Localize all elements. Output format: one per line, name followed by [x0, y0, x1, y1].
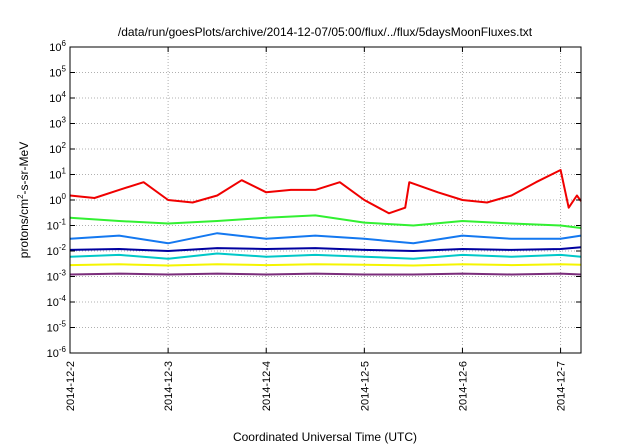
series-line-7: [69, 169, 582, 215]
x-tick-label: 2014-12-7: [556, 361, 568, 411]
y-tick-exponent: -3: [59, 269, 67, 278]
y-tick-exponent: -4: [59, 294, 67, 303]
y-tick-exponent: 6: [62, 39, 67, 48]
y-tick-exponent: 1: [62, 167, 67, 176]
y-tick-label: 10-2: [47, 243, 67, 258]
y-tick-label: 105: [49, 65, 66, 80]
y-tick-label: 103: [49, 116, 66, 131]
y-tick-exponent: -6: [59, 345, 67, 354]
x-axis-label: Coordinated Universal Time (UTC): [233, 430, 417, 444]
y-tick-base: 10: [49, 170, 61, 182]
series-line-1: [69, 272, 582, 276]
y-axis-label-part-2: -s-sr-MeV: [17, 142, 31, 195]
y-tick-base: 10: [49, 144, 61, 156]
x-tick-label: 2014-12-3: [163, 361, 175, 411]
y-tick-base: 10: [49, 42, 61, 54]
x-tick-label: 2014-12-2: [65, 361, 77, 411]
y-tick-base: 10: [49, 195, 61, 207]
y-tick-exponent: 4: [62, 90, 67, 99]
y-tick-label: 106: [49, 39, 66, 54]
y-tick-exponent: 3: [62, 116, 67, 125]
y-tick-base: 10: [47, 246, 59, 258]
series-line-3: [69, 252, 582, 260]
x-tick-label: 2014-12-6: [457, 361, 469, 411]
y-tick-base: 10: [47, 323, 59, 335]
grid-lines: [69, 47, 581, 353]
y-tick-label: 10-6: [47, 345, 67, 360]
y-tick-base: 10: [47, 221, 59, 233]
y-tick-label: 10-4: [47, 294, 67, 309]
y-tick-exponent: -2: [59, 243, 67, 252]
y-tick-base: 10: [47, 272, 59, 284]
y-tick-exponent: 0: [62, 192, 67, 201]
y-tick-base: 10: [49, 93, 61, 105]
y-tick-label: 102: [49, 141, 66, 156]
x-tick-label: 2014-12-5: [359, 361, 371, 411]
y-tick-label: 10-1: [47, 218, 67, 233]
y-tick-base: 10: [47, 297, 59, 309]
chart-title: /data/run/goesPlots/archive/2014-12-07/0…: [118, 25, 533, 39]
y-tick-base: 10: [49, 68, 61, 80]
y-tick-base: 10: [47, 348, 59, 360]
y-tick-base: 10: [49, 119, 61, 131]
y-tick-exponent: 2: [62, 141, 67, 150]
y-tick-label: 10-5: [47, 320, 67, 335]
y-tick-exponent: 5: [62, 65, 67, 74]
y-axis-label: protons/cm2-s-sr-MeV: [16, 142, 31, 258]
y-axis-label-part-1: protons/cm: [17, 199, 31, 258]
y-tick-exponent: -5: [59, 320, 67, 329]
y-tick-label: 100: [49, 192, 66, 207]
y-tick-label: 10-3: [47, 269, 67, 284]
y-axis-ticks: 10-610-510-410-310-210-11001011021031041…: [47, 39, 581, 360]
x-tick-label: 2014-12-4: [261, 361, 273, 411]
x-axis-ticks: 2014-12-2 2014-12-3 2014-12-4 2014-12-5 2014…: [65, 47, 568, 411]
y-tick-label: 101: [49, 167, 66, 182]
series-line-5: [69, 232, 582, 245]
series-line-2: [69, 263, 582, 267]
series-group: [69, 169, 582, 276]
series-line-6: [69, 214, 582, 229]
y-tick-label: 104: [49, 90, 66, 105]
y-axis-label-superscript: 2: [16, 194, 25, 199]
series-line-4: [69, 246, 582, 252]
y-tick-exponent: -1: [59, 218, 67, 227]
